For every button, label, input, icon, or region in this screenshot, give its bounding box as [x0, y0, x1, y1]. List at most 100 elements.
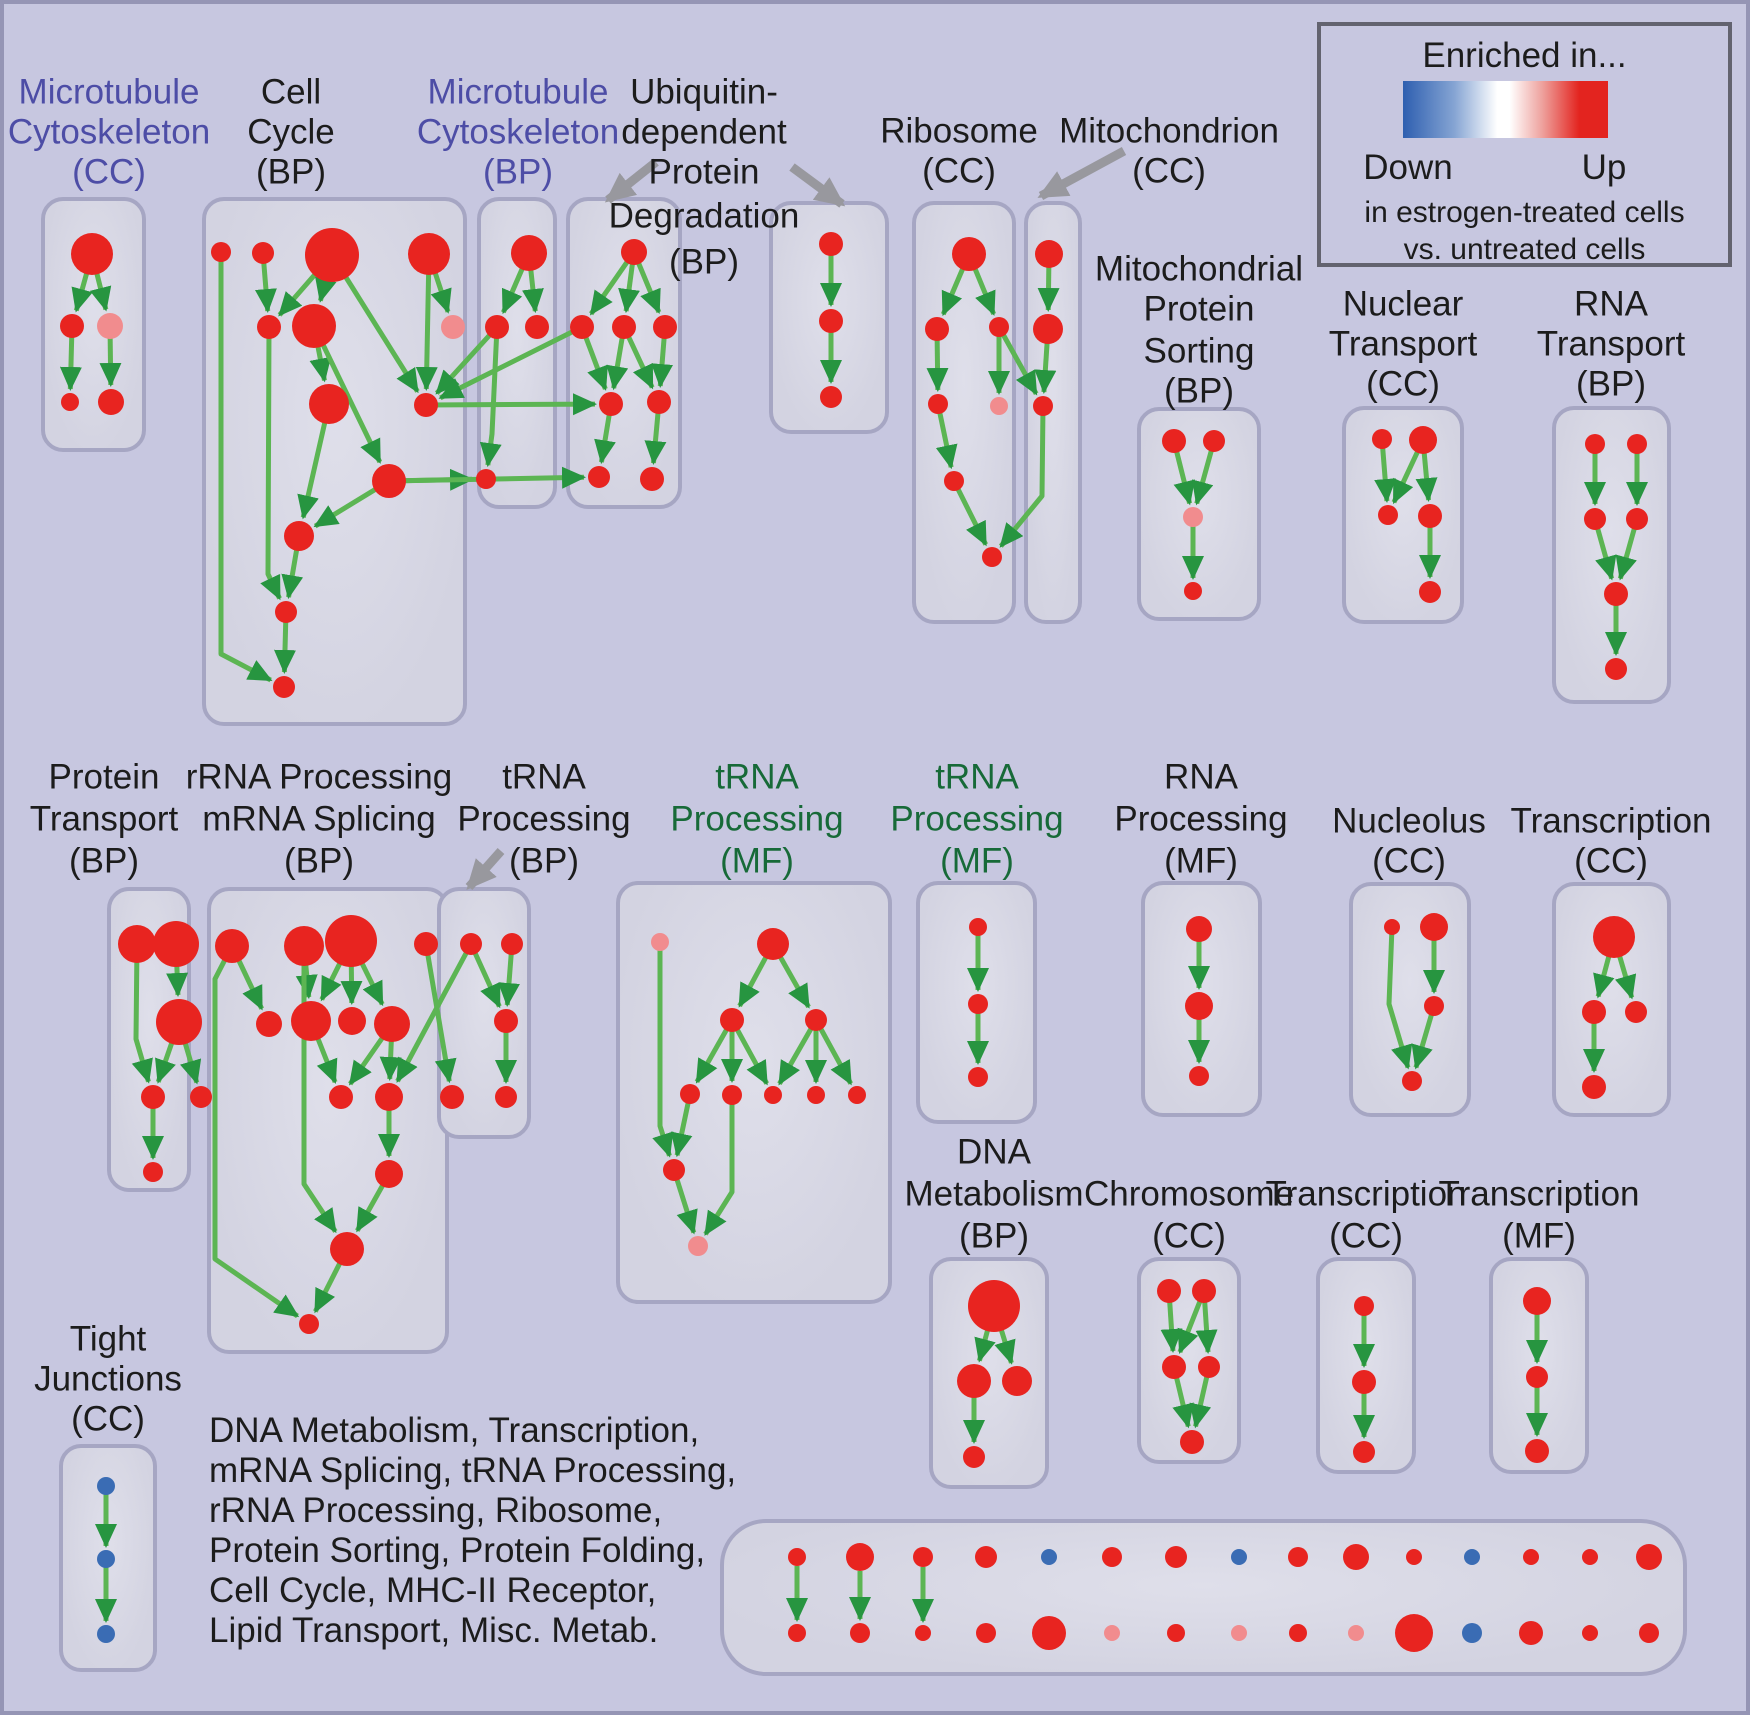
cross-edge-4 [425, 393, 598, 416]
ubiquitin-degradation-bp-2-node-0 [819, 232, 843, 256]
mitochondrion-cc-label-line-1: Mitochondrion [1059, 111, 1279, 151]
legend-title: Enriched in... [1422, 36, 1627, 75]
cross-edge-1 [438, 324, 584, 401]
transcription-mf-label-line-2: (MF) [1502, 1216, 1576, 1256]
cross-edge-6 [998, 405, 1046, 548]
rrna-processing-mrna-splicing-bp-label-line-1: rRNA Processing [185, 757, 453, 797]
microtubule-cytoskeleton-bp-label-line-2: Cytoskeleton [416, 112, 620, 152]
cross-edge-8 [395, 942, 474, 1083]
strip-col-3-bottom-node [915, 1625, 931, 1641]
microtubule-cytoskeleton-cc-label-line-1: Microtubule [18, 72, 200, 112]
protein-transport-bp-node-3 [141, 1085, 165, 1109]
nucleolus-cc-label-line-2: (CC) [1372, 841, 1446, 881]
transcription-mf-label-line-1: Transcription [1438, 1174, 1640, 1214]
legend-subtitle-line1: in estrogen-treated cells [1364, 196, 1685, 229]
rna-processing-mf-node-0 [1186, 916, 1212, 942]
ribosome-cc-label-line-1: Ribosome [880, 111, 1038, 151]
nuclear-transport-cc-box [1342, 406, 1464, 624]
strip-col-1-bottom-node [788, 1624, 806, 1642]
trna-processing-mf-2-label-line-2: Processing [890, 799, 1064, 839]
dna-metabolism-bp-label-line-3: (BP) [959, 1216, 1029, 1256]
trna-processing-mf-1-label-line-1: tRNA [715, 757, 799, 797]
nucleolus-cc-node-0 [1384, 919, 1400, 935]
rna-transport-bp-node-1 [1627, 434, 1647, 454]
microtubule-cytoskeleton-bp-label-line-1: Microtubule [427, 72, 609, 112]
ribosome-cc-node-2 [989, 317, 1009, 337]
dna-metabolism-bp-label-line-1: DNA [957, 1132, 1031, 1172]
microtubule-cytoskeleton-bp-node-2 [525, 315, 549, 339]
trna-processing-mf-1-node-6 [764, 1086, 782, 1104]
mitochondrion-cc-node-2 [1033, 396, 1053, 416]
rrna-processing-mrna-splicing-bp-node-10 [375, 1160, 403, 1188]
nuclear-transport-cc-label-line-2: Transport [1328, 324, 1478, 364]
strip-col-12-top-node [1464, 1549, 1480, 1565]
strip-col-14-bottom-node [1582, 1625, 1598, 1641]
nucleolus-cc-edge-2 [1411, 1005, 1437, 1070]
strip-col-13-bottom-node [1519, 1621, 1543, 1645]
cell-cycle-bp-node-12 [273, 676, 295, 698]
transcription-cc-row2-node-0 [1593, 916, 1635, 958]
mitochondrial-protein-sorting-bp-label-line-3: Sorting [1143, 331, 1255, 371]
trna-processing-mf-1-edge-7 [813, 1018, 853, 1086]
dna-metabolism-bp-node-2 [1002, 1366, 1032, 1396]
trna-processing-mf-1-edge-5 [777, 1018, 819, 1086]
mitochondrial-protein-sorting-bp-label-line-2: Protein [1143, 289, 1255, 329]
mitochondrion-cc-node-0 [1035, 240, 1063, 268]
mitochondrion-cc-label-line-2: (CC) [1132, 151, 1206, 191]
misc-categories-text-line-3: rRNA Processing, Ribosome, [209, 1491, 663, 1530]
transcription-cc-row3-node-0 [1354, 1296, 1374, 1316]
cell-cycle-bp-edge-6 [415, 253, 438, 392]
ribosome-cc-edge-4 [935, 403, 958, 470]
microtubule-cytoskeleton-cc-node-4 [98, 389, 124, 415]
cell-cycle-bp-node-3 [408, 233, 450, 275]
strip-col-11-bottom-node [1395, 1614, 1433, 1652]
rrna-processing-mrna-splicing-bp-box [207, 887, 449, 1354]
strip-col-11-top-node [1406, 1549, 1422, 1565]
cell-cycle-bp-edge-8 [311, 324, 383, 464]
nuclear-transport-cc-edge-0 [1374, 438, 1397, 504]
trna-processing-mf-1-node-8 [848, 1086, 866, 1104]
ubiquitin-label-arrow-left [604, 158, 659, 204]
cell-cycle-bp-node-10 [284, 521, 314, 551]
tight-junctions-cc-label-line-2: Junctions [34, 1359, 182, 1399]
cell-cycle-bp-edge-13 [260, 326, 282, 601]
cell-cycle-bp-label-line-1: Cell [260, 72, 322, 112]
dna-metabolism-bp-label-line-2: Metabolism [904, 1174, 1084, 1214]
trna-processing-mf-1-node-9 [663, 1159, 685, 1181]
transcription-cc-row3-label-line-1: Transcription [1265, 1174, 1467, 1214]
trna-processing-mf-1-edge-9 [670, 1093, 693, 1158]
trna-processing-mf-1-node-5 [722, 1085, 742, 1105]
microtubule-cytoskeleton-bp-edge-2 [479, 326, 502, 468]
protein-transport-bp-node-5 [143, 1162, 163, 1182]
strip-col-1-top-node [788, 1548, 806, 1566]
strip-col-8-bottom-node [1231, 1625, 1247, 1641]
legend-down-label: Down [1363, 148, 1453, 187]
rrna-processing-mrna-splicing-bp-node-9 [375, 1083, 403, 1111]
mitochondrial-protein-sorting-bp-label-line-1: Mitochondrial [1094, 249, 1304, 289]
misc-categories-strip-box [720, 1519, 1687, 1676]
mitochondrion-label-arrow [1037, 147, 1127, 200]
nucleolus-cc-label-line-1: Nucleolus [1332, 801, 1486, 841]
nuclear-transport-cc-node-4 [1419, 581, 1441, 603]
microtubule-cytoskeleton-cc-label-line-2: Cytoskeleton [7, 112, 211, 152]
trna-processing-bp-node-4 [495, 1086, 517, 1108]
cell-cycle-bp-label-line-2: Cycle [247, 112, 335, 152]
strip-col-9-top-node [1288, 1547, 1308, 1567]
cell-cycle-bp-label-line-3: (BP) [256, 152, 326, 192]
chromosome-cc-node-4 [1180, 1430, 1204, 1454]
rna-processing-mf-label-line-3: (MF) [1164, 841, 1238, 881]
rrna-processing-mrna-splicing-bp-node-6 [338, 1007, 366, 1035]
nuclear-transport-cc-node-2 [1378, 505, 1398, 525]
nucleolus-cc-node-2 [1424, 996, 1444, 1016]
strip-col-12-bottom-node [1462, 1623, 1482, 1643]
mitochondrial-protein-sorting-bp-node-2-pink [1183, 507, 1203, 527]
trna-processing-mf-1-edge-8 [652, 942, 674, 1158]
legend-up-label: Up [1581, 148, 1627, 187]
protein-transport-bp-label-line-3: (BP) [69, 841, 139, 881]
chromosome-cc-label-line-1: Chromosome [1083, 1174, 1295, 1214]
ribosome-cc-node-0 [952, 237, 986, 271]
microtubule-cytoskeleton-cc-node-1 [60, 314, 84, 338]
strip-col-10-top-node [1343, 1544, 1369, 1570]
transcription-cc-row2-label-line-2: (CC) [1574, 841, 1648, 881]
trna-processing-mf-2-node-1 [968, 994, 988, 1014]
